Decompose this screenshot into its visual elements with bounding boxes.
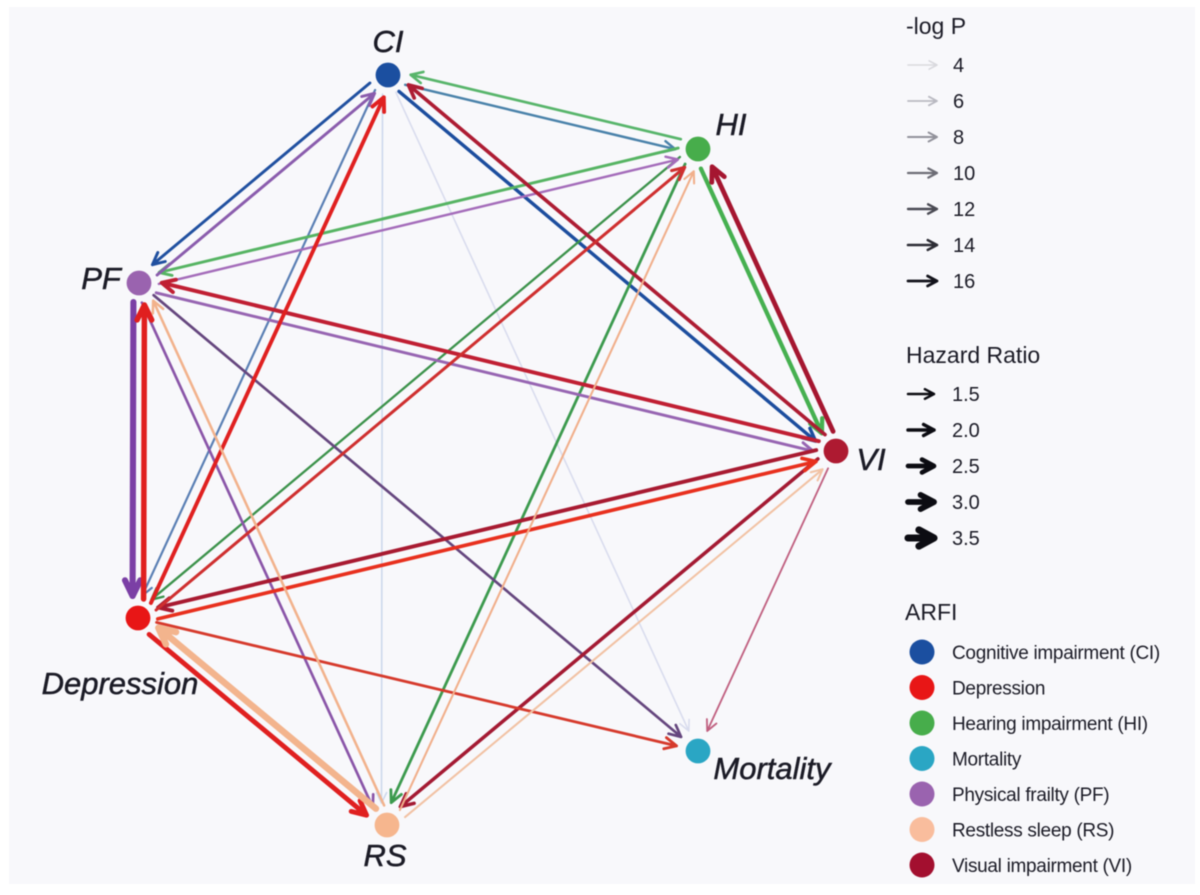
svg-text:VI: VI <box>856 442 886 477</box>
svg-text:Cognitive impairment (CI): Cognitive impairment (CI) <box>952 643 1160 664</box>
svg-text:8: 8 <box>953 127 964 149</box>
svg-text:Hazard Ratio: Hazard Ratio <box>906 342 1040 368</box>
svg-text:12: 12 <box>953 199 975 221</box>
svg-text:PF: PF <box>81 261 123 296</box>
svg-text:Visual impairment (VI): Visual impairment (VI) <box>952 856 1132 877</box>
svg-text:2.0: 2.0 <box>952 420 980 442</box>
svg-text:14: 14 <box>953 235 975 257</box>
svg-text:Hearing impairment (HI): Hearing impairment (HI) <box>952 714 1148 735</box>
svg-text:Mortality: Mortality <box>952 750 1022 771</box>
svg-text:Depression: Depression <box>42 666 199 701</box>
svg-text:3.5: 3.5 <box>952 528 980 550</box>
svg-text:RS: RS <box>363 838 406 873</box>
svg-text:6: 6 <box>953 91 964 113</box>
svg-text:-log P: -log P <box>906 13 966 39</box>
svg-text:1.5: 1.5 <box>952 384 980 406</box>
svg-text:2.5: 2.5 <box>952 456 980 478</box>
svg-text:Restless sleep (RS): Restless sleep (RS) <box>952 821 1114 842</box>
svg-text:CI: CI <box>373 24 404 59</box>
svg-text:4: 4 <box>953 55 964 77</box>
svg-text:Depression: Depression <box>952 679 1045 700</box>
svg-text:Mortality: Mortality <box>713 751 833 786</box>
svg-text:10: 10 <box>953 163 975 185</box>
svg-text:3.0: 3.0 <box>952 492 980 514</box>
svg-text:Physical frailty (PF): Physical frailty (PF) <box>952 785 1109 806</box>
svg-text:ARFI: ARFI <box>905 599 957 625</box>
svg-text:16: 16 <box>953 271 975 293</box>
svg-text:HI: HI <box>716 107 747 142</box>
